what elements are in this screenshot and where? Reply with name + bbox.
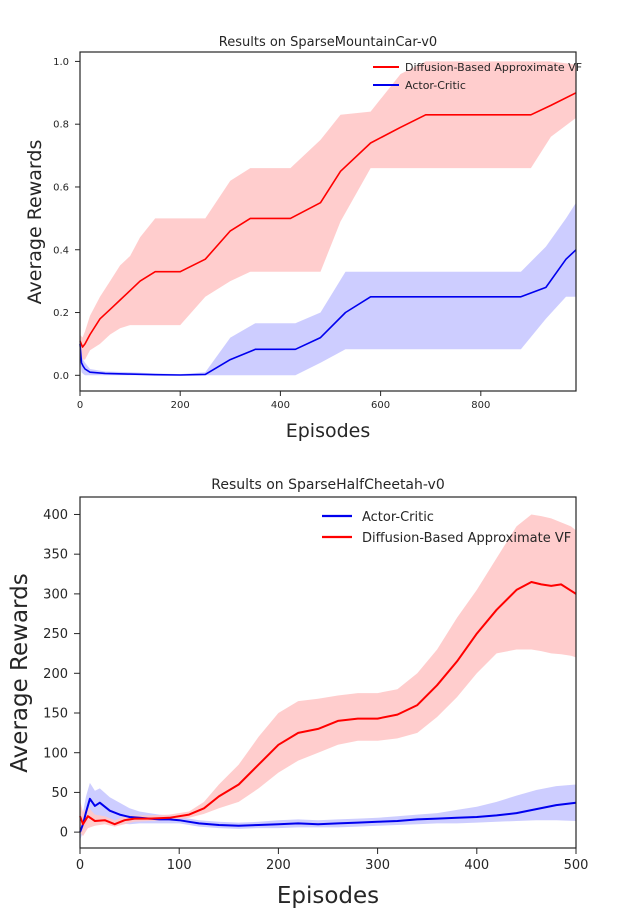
chart-1-y-tick-label: 1.0 <box>53 57 69 68</box>
chart-1-band-series-1 <box>80 61 576 360</box>
chart-2-y-tick-label: 150 <box>43 707 68 722</box>
chart-2-y-tick-label: 350 <box>43 548 68 563</box>
chart-2-band-series-1 <box>80 782 576 841</box>
chart-1-x-axis-label: Episodes <box>286 420 371 442</box>
chart-1-x-tick-label: 200 <box>171 400 190 411</box>
chart-2-x-tick-label: 200 <box>266 858 291 873</box>
chart-1-lines <box>79 92 577 376</box>
chart-1-legend: Diffusion-Based Approximate VF Actor-Cri… <box>373 61 582 92</box>
chart-1-x-tick-label: 0 <box>77 400 83 411</box>
chart-1-frame <box>79 51 577 392</box>
chart-1-title: Results on SparseMountainCar-v0 <box>219 35 437 50</box>
chart-2-band-series-2 <box>80 514 576 837</box>
chart-1-legend-label-1: Diffusion-Based Approximate VF <box>405 61 582 74</box>
chart-1-y-tick-label: 0.2 <box>53 308 69 319</box>
chart-2-lines <box>79 581 577 833</box>
chart-1-y-tick-label: 0.8 <box>53 120 69 131</box>
chart-1-y-ticks: 0.0 0.2 0.4 0.6 0.8 1.0 <box>53 57 80 382</box>
chart-2-y-tick-label: 100 <box>43 746 68 761</box>
chart-2-line-series-1 <box>79 797 577 833</box>
chart-2-y-tick-label: 250 <box>43 627 68 642</box>
chart-1-y-tick-label: 0.4 <box>53 245 69 256</box>
chart-2-title: Results on SparseHalfCheetah-v0 <box>211 477 445 493</box>
chart-1-band-series-2 <box>80 202 576 376</box>
chart-2-frame <box>79 496 577 849</box>
chart-1-line-series-1 <box>79 92 577 348</box>
chart-2-y-tick-label: 50 <box>51 786 68 801</box>
chart-2-x-tick-label: 500 <box>564 858 589 873</box>
chart-1-line-series-2 <box>79 249 577 376</box>
chart-1-y-tick-label: 0.0 <box>53 371 69 382</box>
chart-2-y-tick-label: 300 <box>43 587 68 602</box>
chart-1: 0 200 400 600 800 0.0 0.2 0.4 0.6 0.8 1.0 Results… <box>24 35 582 442</box>
chart-2-legend-label-1: Actor-Critic <box>362 510 434 525</box>
chart-2-y-tick-label: 0 <box>60 826 68 841</box>
chart-2-x-axis-label: Episodes <box>277 883 379 909</box>
chart-2-y-tick-label: 200 <box>43 667 68 682</box>
chart-2-bands <box>80 514 576 841</box>
chart-1-x-tick-label: 400 <box>271 400 290 411</box>
chart-2-y-axis-label: Average Rewards <box>7 573 33 772</box>
chart-2-x-tick-label: 0 <box>76 858 84 873</box>
chart-1-x-tick-label: 800 <box>471 400 490 411</box>
chart-2-x-ticks: 0 100 200 300 400 500 <box>76 848 589 873</box>
chart-1-y-tick-label: 0.6 <box>53 182 69 193</box>
chart-1-legend-label-2: Actor-Critic <box>405 79 466 92</box>
chart-1-y-axis-label: Average Rewards <box>24 140 46 305</box>
chart-2-x-tick-label: 300 <box>365 858 390 873</box>
chart-2-line-series-2 <box>79 581 577 826</box>
chart-2-legend: Actor-Critic Diffusion-Based Approximate… <box>322 510 571 546</box>
chart-2-x-tick-label: 400 <box>464 858 489 873</box>
chart-2-x-tick-label: 100 <box>167 858 192 873</box>
chart-2-plot-area <box>80 497 576 848</box>
chart-2: 0 100 200 300 400 500 0 50 100 150 200 250 300 350 40… <box>7 477 588 909</box>
chart-1-x-ticks: 0 200 400 600 800 <box>77 391 490 411</box>
chart-2-y-ticks: 0 50 100 150 200 250 300 350 400 <box>43 508 80 841</box>
chart-1-x-tick-label: 600 <box>371 400 390 411</box>
chart-2-y-tick-label: 400 <box>43 508 68 523</box>
chart-2-legend-label-2: Diffusion-Based Approximate VF <box>362 531 571 546</box>
chart-1-bands <box>80 61 576 376</box>
